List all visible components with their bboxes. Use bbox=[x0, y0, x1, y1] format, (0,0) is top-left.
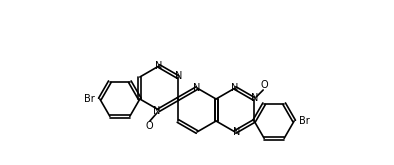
Text: N: N bbox=[231, 83, 239, 93]
Text: N: N bbox=[233, 127, 241, 137]
Text: N: N bbox=[193, 83, 201, 93]
Text: N: N bbox=[175, 71, 183, 81]
Text: N: N bbox=[155, 61, 163, 71]
Text: O: O bbox=[145, 121, 153, 131]
Text: O: O bbox=[260, 80, 268, 90]
Text: Br: Br bbox=[299, 116, 310, 126]
Text: N: N bbox=[153, 106, 161, 116]
Text: N: N bbox=[251, 93, 259, 103]
Text: Br: Br bbox=[84, 94, 95, 104]
